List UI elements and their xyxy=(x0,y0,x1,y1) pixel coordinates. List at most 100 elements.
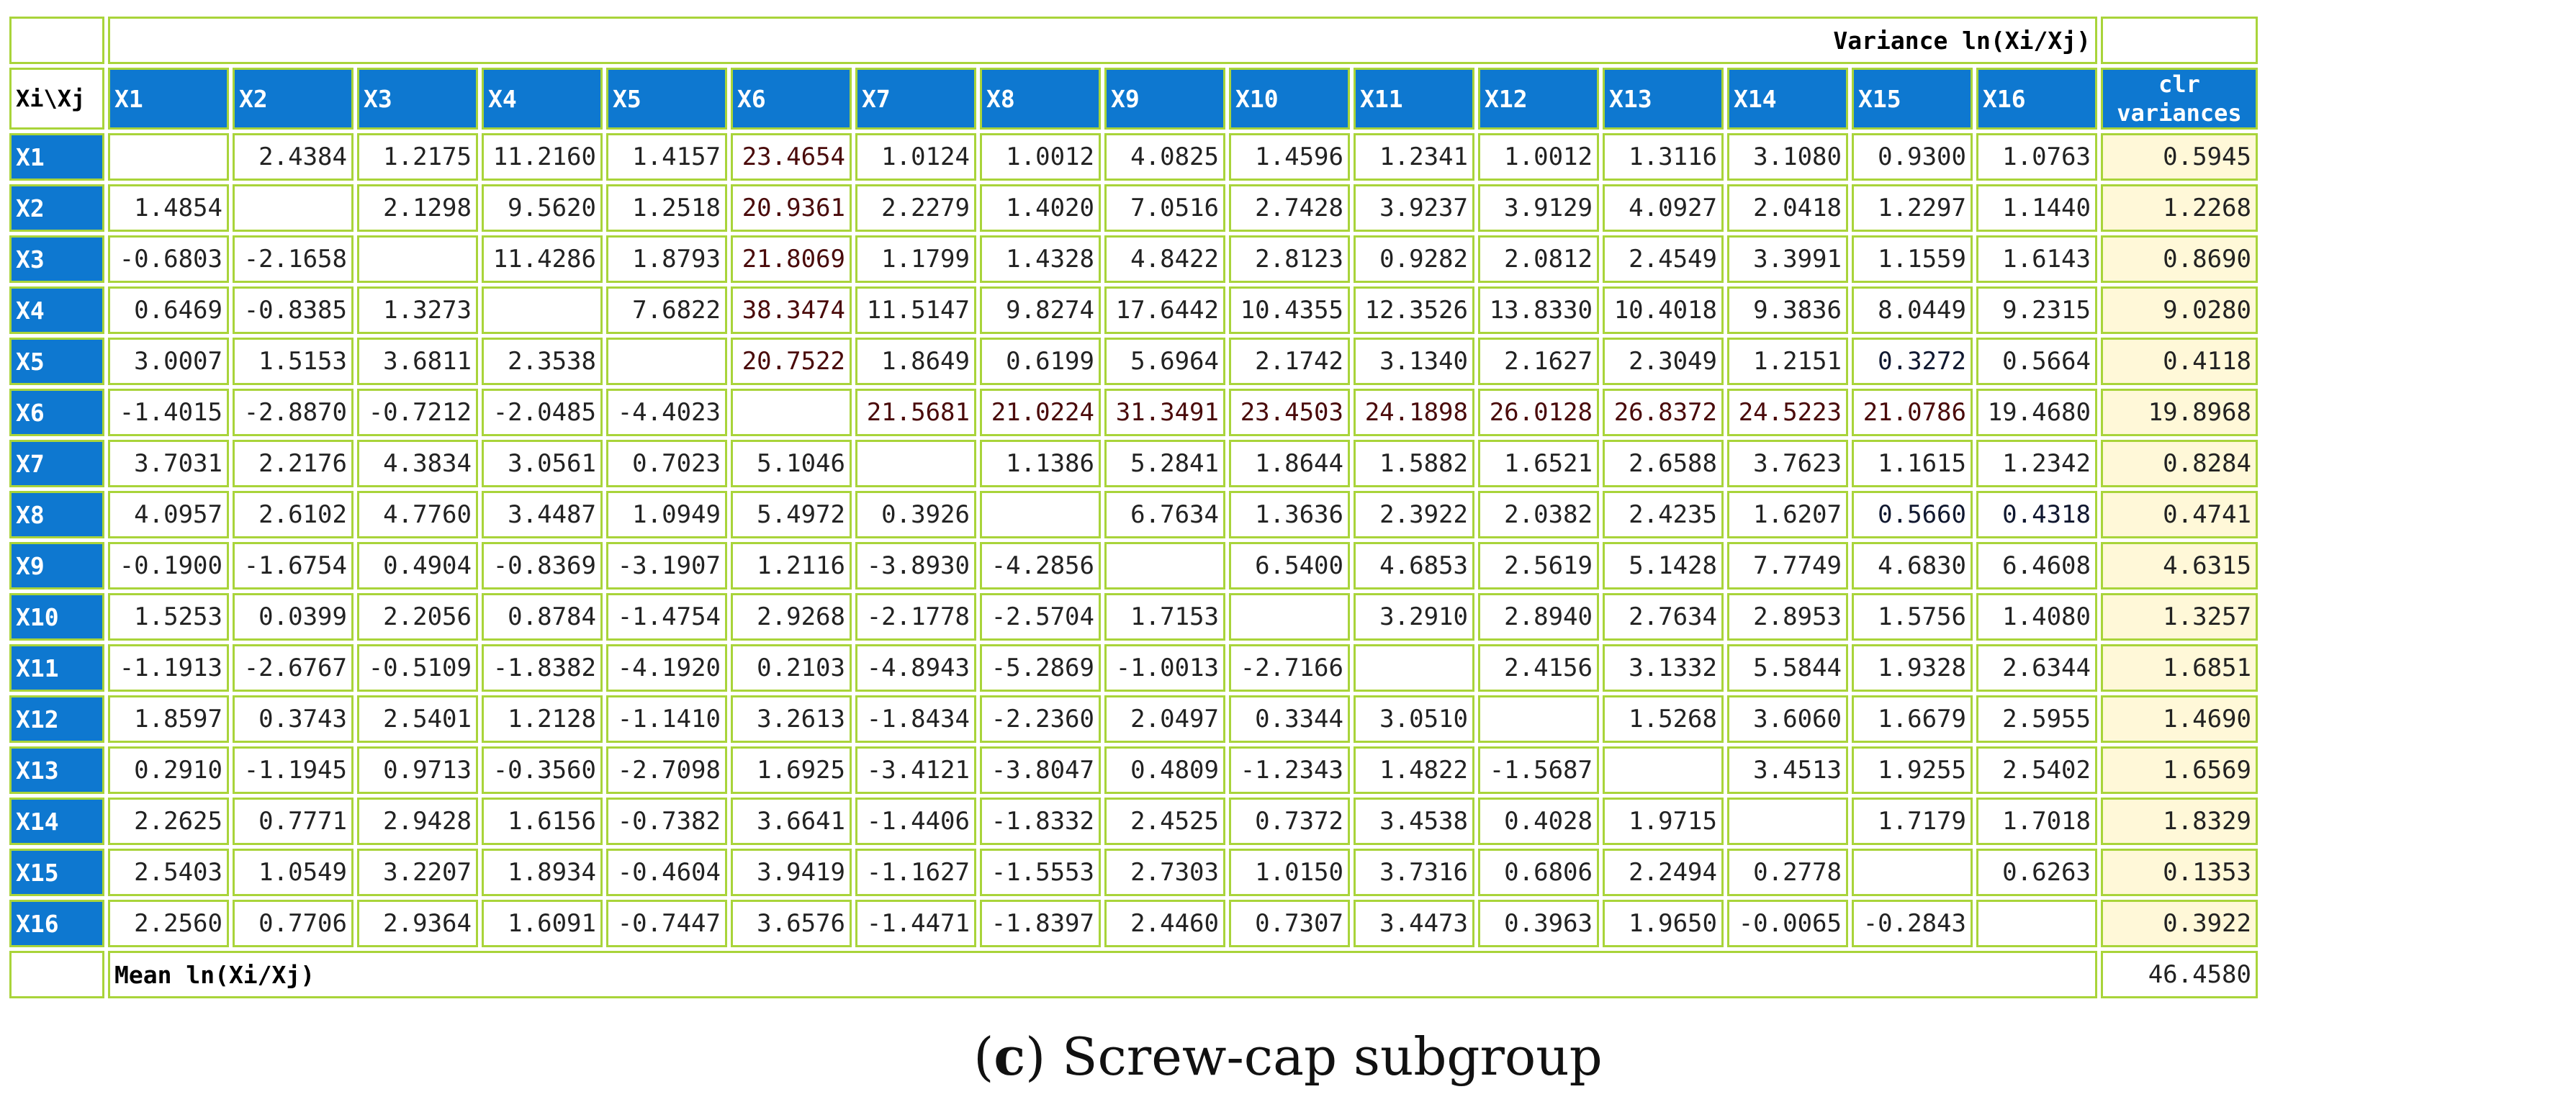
matrix-cell: 2.3049 xyxy=(1603,338,1724,385)
matrix-cell: -2.8870 xyxy=(233,389,353,436)
matrix-cell: 0.8784 xyxy=(482,593,603,641)
matrix-cell: 0.9282 xyxy=(1354,235,1474,283)
matrix-cell: 2.1627 xyxy=(1478,338,1599,385)
matrix-cell: 3.1340 xyxy=(1354,338,1474,385)
matrix-cell: 5.5844 xyxy=(1727,644,1848,692)
matrix-cell: 1.2518 xyxy=(606,184,727,232)
clr-variance-cell: 1.6851 xyxy=(2101,644,2258,692)
matrix-cell: 1.4822 xyxy=(1354,746,1474,794)
diagonal-cell xyxy=(1354,644,1474,692)
matrix-cell: 1.5882 xyxy=(1354,440,1474,487)
matrix-cell: 1.6143 xyxy=(1976,235,2097,283)
matrix-cell: 1.2297 xyxy=(1852,184,1973,232)
clr-header-line-1: clr xyxy=(2158,71,2200,98)
matrix-cell: 21.0786 xyxy=(1852,389,1973,436)
table-row: X13 0.2910 -1.1945 0.9713 -0.3560 -2.7098 1.69… xyxy=(9,746,2258,794)
matrix-cell: 8.0449 xyxy=(1852,286,1973,334)
matrix-cell: 3.9237 xyxy=(1354,184,1474,232)
row-header-x13: X13 xyxy=(9,746,104,794)
matrix-cell: 1.1440 xyxy=(1976,184,2097,232)
diagonal-cell xyxy=(357,235,478,283)
matrix-cell: 3.0007 xyxy=(108,338,229,385)
clr-variance-cell: 1.8329 xyxy=(2101,798,2258,845)
matrix-cell: -1.1913 xyxy=(108,644,229,692)
matrix-cell: 0.7706 xyxy=(233,900,353,947)
matrix-cell: 3.4487 xyxy=(482,491,603,538)
table-row: X15 2.5403 1.0549 3.2207 1.8934 -0.4604 3.9419… xyxy=(9,849,2258,896)
matrix-cell: 0.4904 xyxy=(357,542,478,590)
matrix-cell: 3.1080 xyxy=(1727,133,1848,181)
matrix-cell: 4.7760 xyxy=(357,491,478,538)
matrix-cell: 1.9650 xyxy=(1603,900,1724,947)
matrix-cell: 7.0516 xyxy=(1104,184,1225,232)
matrix-cell: -4.1920 xyxy=(606,644,727,692)
matrix-cell: 3.2910 xyxy=(1354,593,1474,641)
diagonal-cell xyxy=(482,286,603,334)
matrix-cell: 12.3526 xyxy=(1354,286,1474,334)
table-row: X7 3.7031 2.2176 4.3834 3.0561 0.7023 5.1046 1.… xyxy=(9,440,2258,487)
matrix-cell: 0.9713 xyxy=(357,746,478,794)
matrix-cell: 0.7023 xyxy=(606,440,727,487)
matrix-cell: 2.8123 xyxy=(1229,235,1350,283)
matrix-cell: 2.6588 xyxy=(1603,440,1724,487)
column-header-x7: X7 xyxy=(855,68,976,130)
matrix-cell: 1.8644 xyxy=(1229,440,1350,487)
matrix-cell: 3.6576 xyxy=(731,900,852,947)
matrix-cell: 2.0497 xyxy=(1104,695,1225,743)
matrix-cell: 24.5223 xyxy=(1727,389,1848,436)
matrix-cell: -0.5109 xyxy=(357,644,478,692)
matrix-cell: 38.3474 xyxy=(731,286,852,334)
matrix-cell: 1.0124 xyxy=(855,133,976,181)
matrix-cell: 0.3344 xyxy=(1229,695,1350,743)
clr-variance-cell: 1.4690 xyxy=(2101,695,2258,743)
matrix-cell: 9.3836 xyxy=(1727,286,1848,334)
matrix-cell: 21.8069 xyxy=(731,235,852,283)
matrix-cell: 1.4328 xyxy=(980,235,1101,283)
diagonal-cell xyxy=(1478,695,1599,743)
matrix-cell: 2.5955 xyxy=(1976,695,2097,743)
matrix-cell: 2.5402 xyxy=(1976,746,2097,794)
row-header-x12: X12 xyxy=(9,695,104,743)
matrix-cell: 2.4549 xyxy=(1603,235,1724,283)
matrix-cell: -1.5553 xyxy=(980,849,1101,896)
matrix-cell: 1.7018 xyxy=(1976,798,2097,845)
matrix-cell: 1.6521 xyxy=(1478,440,1599,487)
row-header-x4: X4 xyxy=(9,286,104,334)
matrix-cell: 1.9255 xyxy=(1852,746,1973,794)
variation-matrix-figure: Variance ln(Xi/Xj) Xi\Xj X1 X2 X3 X4 X5 X6 X7 X… xyxy=(6,13,2261,1002)
matrix-cell: 3.6060 xyxy=(1727,695,1848,743)
matrix-cell: -5.2869 xyxy=(980,644,1101,692)
matrix-cell: 4.8422 xyxy=(1104,235,1225,283)
matrix-cell: 1.1799 xyxy=(855,235,976,283)
matrix-cell: 1.1615 xyxy=(1852,440,1973,487)
matrix-cell: 0.4318 xyxy=(1976,491,2097,538)
matrix-cell: 3.7623 xyxy=(1727,440,1848,487)
matrix-cell: -1.0013 xyxy=(1104,644,1225,692)
matrix-cell: 9.8274 xyxy=(980,286,1101,334)
diagonal-cell xyxy=(1603,746,1724,794)
matrix-cell: 1.4157 xyxy=(606,133,727,181)
matrix-cell: 0.3743 xyxy=(233,695,353,743)
matrix-cell: 0.2103 xyxy=(731,644,852,692)
matrix-cell: 5.2841 xyxy=(1104,440,1225,487)
matrix-cell: 1.7179 xyxy=(1852,798,1973,845)
matrix-cell: 1.6679 xyxy=(1852,695,1973,743)
matrix-cell: 20.9361 xyxy=(731,184,852,232)
table-row: X3 -0.6803 -2.1658 11.4286 1.8793 21.8069 1.17… xyxy=(9,235,2258,283)
matrix-cell: 4.0957 xyxy=(108,491,229,538)
matrix-cell: -0.6803 xyxy=(108,235,229,283)
matrix-cell: -1.8434 xyxy=(855,695,976,743)
matrix-cell: 7.7749 xyxy=(1727,542,1848,590)
column-header-x10: X10 xyxy=(1229,68,1350,130)
matrix-cell: 0.5660 xyxy=(1852,491,1973,538)
matrix-cell: 11.5147 xyxy=(855,286,976,334)
matrix-cell: 1.0012 xyxy=(1478,133,1599,181)
matrix-cell: 26.0128 xyxy=(1478,389,1599,436)
matrix-cell: 6.4608 xyxy=(1976,542,2097,590)
matrix-cell: -1.8397 xyxy=(980,900,1101,947)
matrix-cell: 0.3926 xyxy=(855,491,976,538)
matrix-cell: 2.2625 xyxy=(108,798,229,845)
matrix-cell: -4.2856 xyxy=(980,542,1101,590)
matrix-cell: 1.0012 xyxy=(980,133,1101,181)
matrix-cell: 2.4235 xyxy=(1603,491,1724,538)
